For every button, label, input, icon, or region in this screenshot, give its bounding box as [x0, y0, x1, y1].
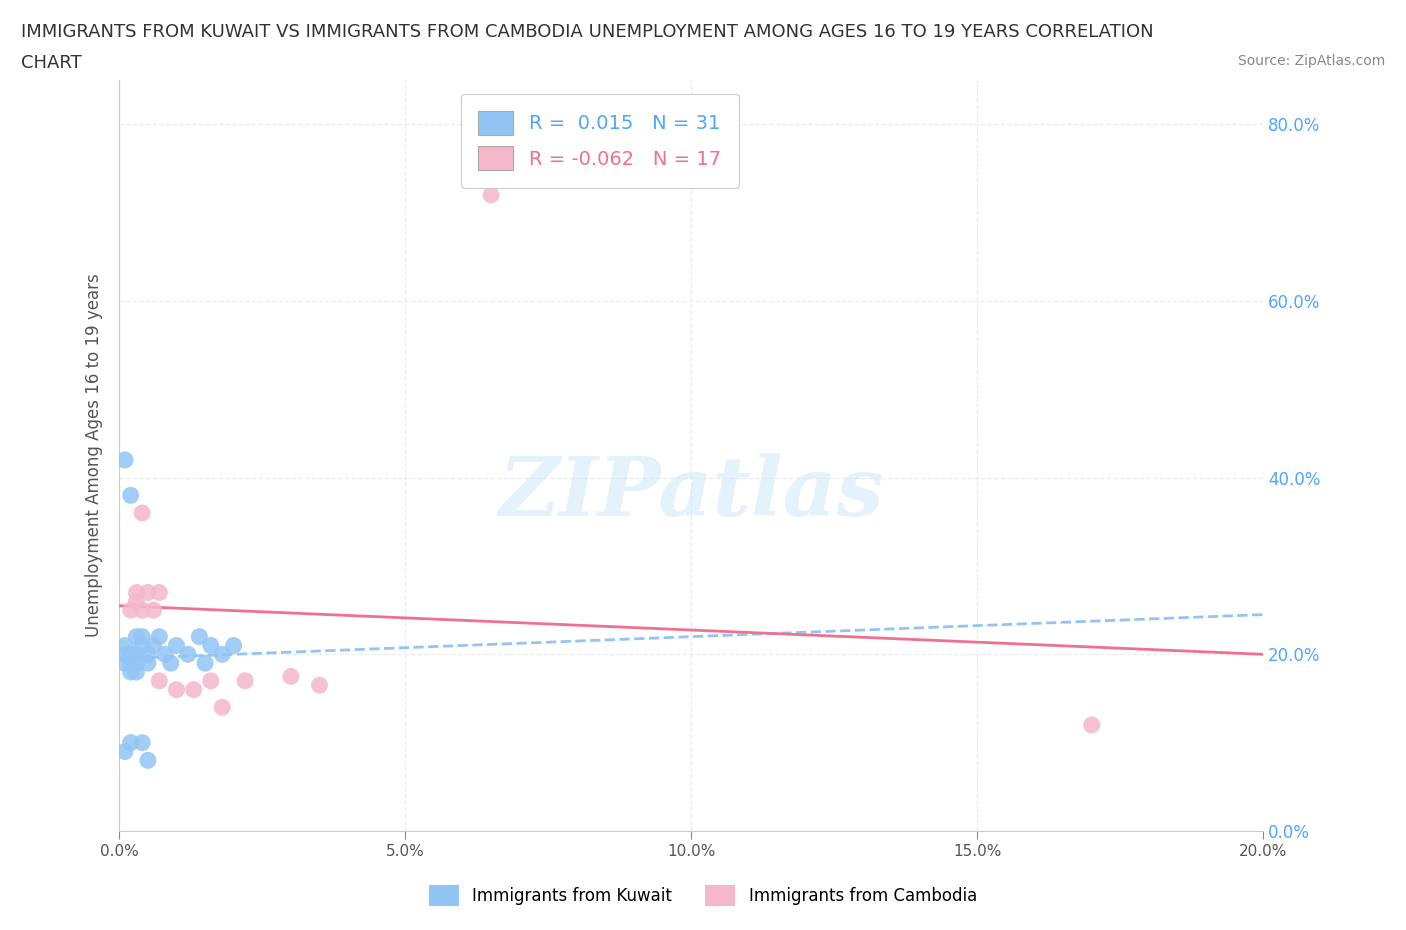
Point [120, 488, 142, 503]
Point [211, 700, 233, 715]
Point [479, 188, 502, 203]
Point [114, 647, 136, 662]
Point [120, 665, 142, 680]
Point [148, 585, 170, 600]
Point [177, 647, 200, 662]
Point [148, 630, 170, 644]
Point [233, 673, 256, 688]
Text: CHART: CHART [21, 54, 82, 72]
Point [114, 744, 136, 759]
Point [125, 665, 148, 680]
Point [125, 630, 148, 644]
Point [142, 603, 165, 618]
Text: IMMIGRANTS FROM KUWAIT VS IMMIGRANTS FROM CAMBODIA UNEMPLOYMENT AMONG AGES 16 TO: IMMIGRANTS FROM KUWAIT VS IMMIGRANTS FRO… [21, 23, 1154, 41]
Point [136, 647, 159, 662]
Point [153, 647, 176, 662]
Point [166, 638, 188, 653]
Point [200, 638, 222, 653]
Point [1080, 718, 1102, 733]
Point [131, 630, 153, 644]
Point [142, 638, 165, 653]
Text: ZIPatlas: ZIPatlas [499, 453, 884, 533]
Point [114, 638, 136, 653]
Point [200, 673, 222, 688]
Point [120, 736, 142, 751]
Legend: R =  0.015   N = 31, R = -0.062   N = 17: R = 0.015 N = 31, R = -0.062 N = 17 [461, 94, 738, 188]
Point [131, 506, 153, 521]
Y-axis label: Unemployment Among Ages 16 to 19 years: Unemployment Among Ages 16 to 19 years [86, 273, 103, 637]
Point [166, 683, 188, 698]
Point [125, 656, 148, 671]
Point [183, 683, 205, 698]
Point [125, 647, 148, 662]
Point [114, 453, 136, 468]
Point [136, 656, 159, 671]
Point [280, 669, 302, 684]
Point [222, 638, 245, 653]
Point [125, 585, 148, 600]
Point [159, 656, 181, 671]
Point [211, 647, 233, 662]
Point [131, 638, 153, 653]
Point [308, 678, 330, 693]
Legend: Immigrants from Kuwait, Immigrants from Cambodia: Immigrants from Kuwait, Immigrants from … [422, 879, 984, 912]
Text: Source: ZipAtlas.com: Source: ZipAtlas.com [1237, 54, 1385, 68]
Point [120, 603, 142, 618]
Point [120, 656, 142, 671]
Point [131, 736, 153, 751]
Point [120, 647, 142, 662]
Point [188, 630, 211, 644]
Point [114, 656, 136, 671]
Point [194, 656, 217, 671]
Point [125, 594, 148, 609]
Point [136, 753, 159, 768]
Point [136, 585, 159, 600]
Point [131, 603, 153, 618]
Point [148, 673, 170, 688]
